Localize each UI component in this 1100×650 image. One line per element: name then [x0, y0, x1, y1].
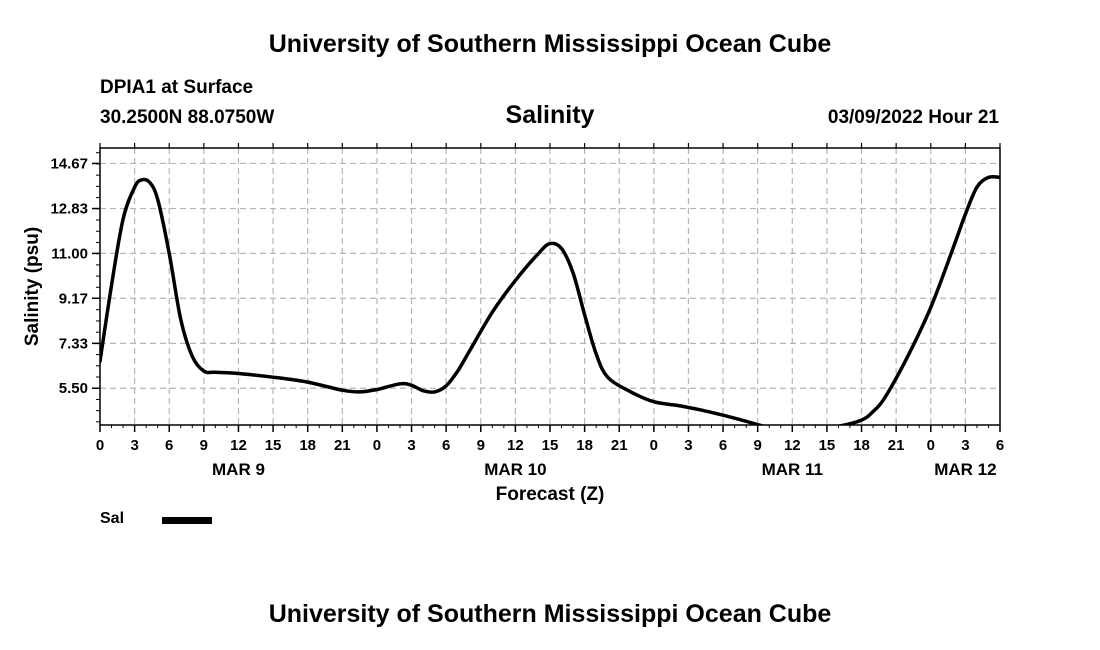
- y-tick-label: 11.00: [51, 245, 88, 262]
- x-tick-label: 21: [888, 437, 905, 454]
- x-tick-label: 6: [719, 437, 727, 454]
- footer-title: University of Southern Mississippi Ocean…: [268, 600, 832, 628]
- y-axis-tick-labels: 5.50 7.33 9.17 11.00 12.83 14.67: [50, 155, 88, 397]
- x-tick-label: 9: [200, 437, 208, 454]
- x-axis-date-labels: MAR 9 MAR 10 MAR 11 MAR 12: [212, 460, 997, 479]
- gridlines: [100, 148, 1000, 425]
- date-label: MAR 11: [762, 460, 823, 479]
- x-tick-label: 6: [165, 437, 173, 454]
- x-tick-label: 3: [130, 437, 138, 454]
- plot-frame: [99, 147, 1001, 426]
- x-tick-label: 18: [853, 437, 870, 454]
- x-tick-label: 0: [650, 437, 658, 454]
- x-tick-label: 15: [542, 437, 559, 454]
- legend-label: Sal: [100, 510, 125, 527]
- x-tick-label: 9: [477, 437, 485, 454]
- x-tick-label: 3: [961, 437, 969, 454]
- x-tick-label: 21: [611, 437, 628, 454]
- x-tick-label: 3: [684, 437, 692, 454]
- date-label: MAR 12: [934, 460, 996, 479]
- y-axis-title: Salinity (psu): [22, 227, 43, 346]
- x-tick-label: 0: [373, 437, 381, 454]
- x-tick-label: 12: [784, 437, 801, 454]
- x-tick-label: 15: [265, 437, 282, 454]
- y-tick-label: 9.17: [59, 290, 88, 307]
- legend-swatch: [162, 517, 212, 524]
- page-title: University of Southern Mississippi Ocean…: [268, 30, 832, 58]
- x-axis-tick-labels: 0 3 6 9 12 15 18 21 0 3 6 9 12 15 18 21 0 3 6 9 12 15 18 21 0 3 6: [96, 437, 1004, 454]
- x-tick-label: 18: [576, 437, 593, 454]
- timestamp-label: 03/09/2022 Hour 21: [827, 107, 999, 128]
- x-tick-label: 15: [819, 437, 836, 454]
- y-tick-label: 5.50: [59, 380, 88, 397]
- y-tick-label: 12.83: [50, 201, 88, 218]
- y-axis-ticks: [92, 152, 100, 423]
- x-tick-label: 6: [442, 437, 450, 454]
- station-label: DPIA1 at Surface: [100, 77, 254, 98]
- chart-title: Salinity: [505, 101, 595, 129]
- y-tick-label: 14.67: [50, 155, 88, 172]
- date-label: MAR 10: [484, 460, 546, 479]
- x-tick-label: 0: [927, 437, 935, 454]
- x-tick-label: 21: [334, 437, 351, 454]
- x-tick-label: 12: [230, 437, 247, 454]
- y-tick-label: 7.33: [59, 335, 88, 352]
- x-tick-label: 0: [96, 437, 104, 454]
- x-axis-title: Forecast (Z): [496, 484, 605, 505]
- x-tick-label: 3: [407, 437, 415, 454]
- x-tick-label: 6: [996, 437, 1004, 454]
- x-tick-label: 12: [507, 437, 524, 454]
- coordinates-label: 30.2500N 88.0750W: [100, 107, 275, 128]
- salinity-series-line: [100, 174, 1000, 425]
- x-tick-label: 9: [754, 437, 762, 454]
- date-label: MAR 9: [212, 460, 265, 479]
- x-tick-label: 18: [299, 437, 316, 454]
